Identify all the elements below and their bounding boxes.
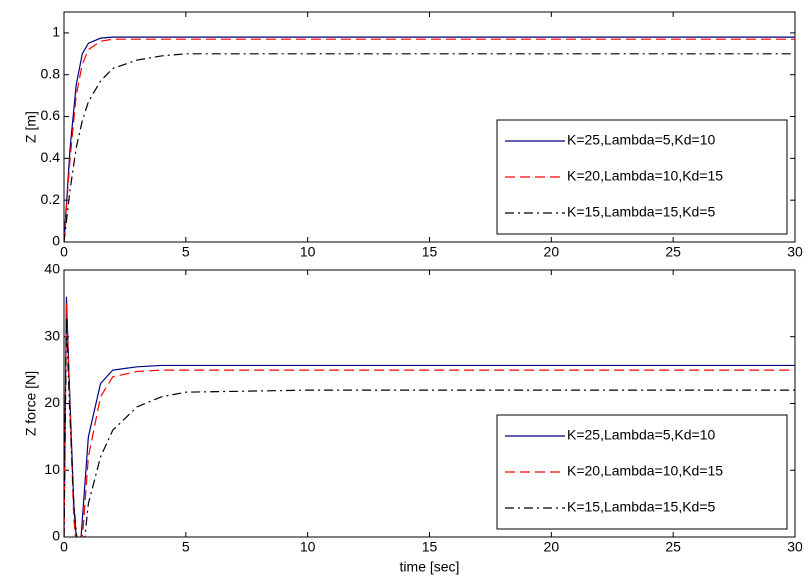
y-tick-label: 0 xyxy=(52,528,60,544)
legend-label: K=25,Lambda=5,Kd=10 xyxy=(567,132,716,148)
series-line xyxy=(64,36,795,242)
y-tick-label: 0.6 xyxy=(41,107,61,123)
legend-label: K=15,Lambda=15,Kd=5 xyxy=(567,204,716,220)
x-tick-label: 20 xyxy=(544,244,560,260)
y-tick-label: 1 xyxy=(52,24,60,40)
legend xyxy=(496,414,788,530)
series-line xyxy=(64,316,795,537)
legend-label: K=25,Lambda=5,Kd=10 xyxy=(567,427,716,443)
x-tick-label: 10 xyxy=(300,539,316,555)
y-tick-label: 20 xyxy=(44,394,60,410)
y-tick-label: 10 xyxy=(44,461,60,477)
plot-lines xyxy=(64,296,795,537)
legend-label: K=15,Lambda=15,Kd=5 xyxy=(567,499,716,515)
y-tick-label: 0.2 xyxy=(41,191,61,207)
y-tick-label: 0.4 xyxy=(41,149,61,165)
x-tick-label: 30 xyxy=(787,244,803,260)
x-tick-label: 25 xyxy=(665,539,681,555)
y-axis-label: Z [m] xyxy=(23,111,39,143)
y-tick-label: 30 xyxy=(44,327,60,343)
x-tick-label: 15 xyxy=(422,539,438,555)
x-tick-label: 0 xyxy=(60,539,68,555)
legend-label: K=20,Lambda=10,Kd=15 xyxy=(567,168,723,184)
y-tick-label: 0 xyxy=(52,233,60,249)
plot-lines xyxy=(64,36,795,242)
x-tick-label: 20 xyxy=(544,539,560,555)
y-tick-label: 40 xyxy=(44,261,60,277)
x-tick-label: 30 xyxy=(787,539,803,555)
x-tick-label: 15 xyxy=(422,244,438,260)
x-tick-label: 5 xyxy=(182,539,190,555)
legend xyxy=(496,119,788,235)
series-line xyxy=(64,53,795,242)
x-tick-label: 10 xyxy=(300,244,316,260)
x-tick-label: 5 xyxy=(182,244,190,260)
legend-label: K=20,Lambda=10,Kd=15 xyxy=(567,463,723,479)
y-tick-label: 0.8 xyxy=(41,65,61,81)
y-axis-label: Z force [N] xyxy=(23,371,39,436)
x-axis-label: time [sec] xyxy=(400,559,460,575)
x-tick-label: 25 xyxy=(665,244,681,260)
x-tick-label: 0 xyxy=(60,244,68,260)
